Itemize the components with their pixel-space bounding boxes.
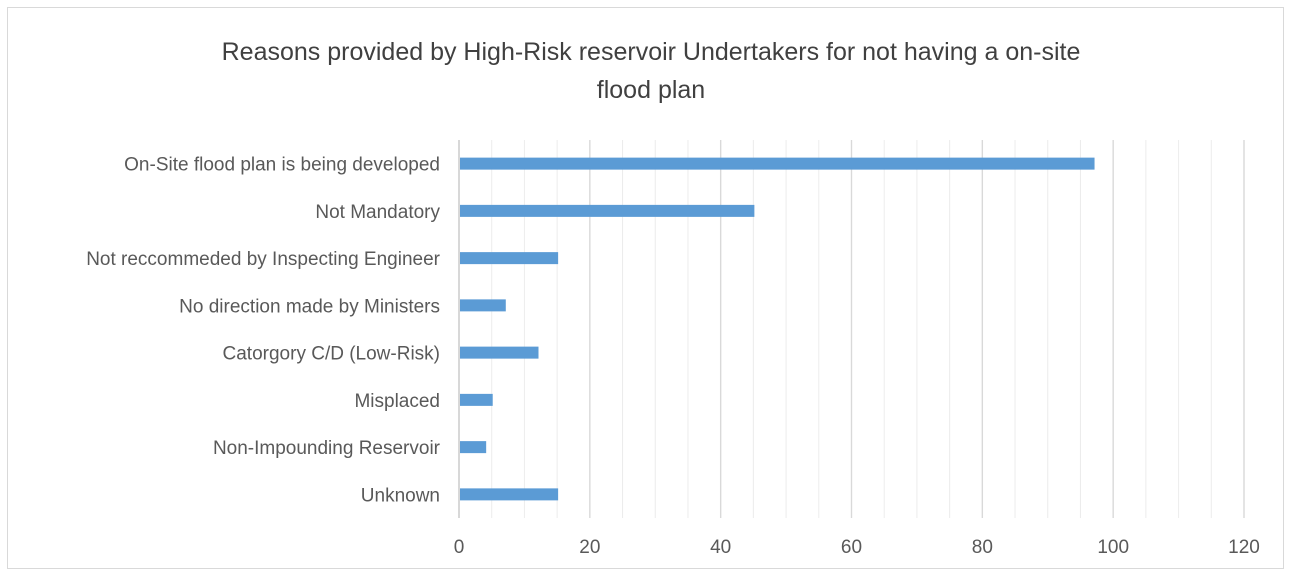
x-tick-label: 0: [454, 537, 465, 558]
chart-frame: Reasons provided by High-Risk reservoir …: [7, 7, 1284, 569]
bar-6: [460, 393, 493, 406]
category-label-7: Non-Impounding Reservoir: [213, 438, 441, 459]
x-tick-label: 20: [579, 537, 600, 558]
category-label-3: Not reccommeded by Inspecting Engineer: [86, 249, 440, 270]
x-axis-tick-labels: 0 20 40 60 80 100 120: [454, 537, 1260, 558]
category-label-6: Misplaced: [354, 391, 440, 412]
bar-1: [460, 157, 1095, 170]
x-tick-label: 100: [1097, 537, 1129, 558]
x-tick-label: 80: [972, 537, 993, 558]
bars: [460, 157, 1095, 501]
bar-4: [460, 299, 506, 312]
bar-chart: Reasons provided by High-Risk reservoir …: [86, 38, 1260, 558]
chart-title-line-2: flood plan: [597, 76, 705, 104]
bar-7: [460, 441, 487, 454]
bar-8: [460, 488, 559, 501]
bar-2: [460, 204, 755, 217]
category-label-8: Unknown: [361, 485, 440, 506]
x-tick-label: 120: [1228, 537, 1260, 558]
bar-3: [460, 252, 559, 265]
category-label-1: On-Site flood plan is being developed: [124, 155, 440, 176]
gridlines: [458, 140, 1245, 518]
category-label-2: Not Mandatory: [315, 202, 440, 223]
category-label-4: No direction made by Ministers: [179, 296, 440, 317]
bar-5: [460, 346, 539, 359]
x-tick-label: 60: [841, 537, 862, 558]
chart-title: Reasons provided by High-Risk reservoir …: [222, 38, 1081, 104]
chart-title-line-1: Reasons provided by High-Risk reservoir …: [222, 38, 1081, 66]
x-tick-label: 40: [710, 537, 731, 558]
category-label-5: Catorgory C/D (Low-Risk): [223, 344, 440, 365]
category-labels: On-Site flood plan is being developed Not…: [86, 155, 440, 507]
